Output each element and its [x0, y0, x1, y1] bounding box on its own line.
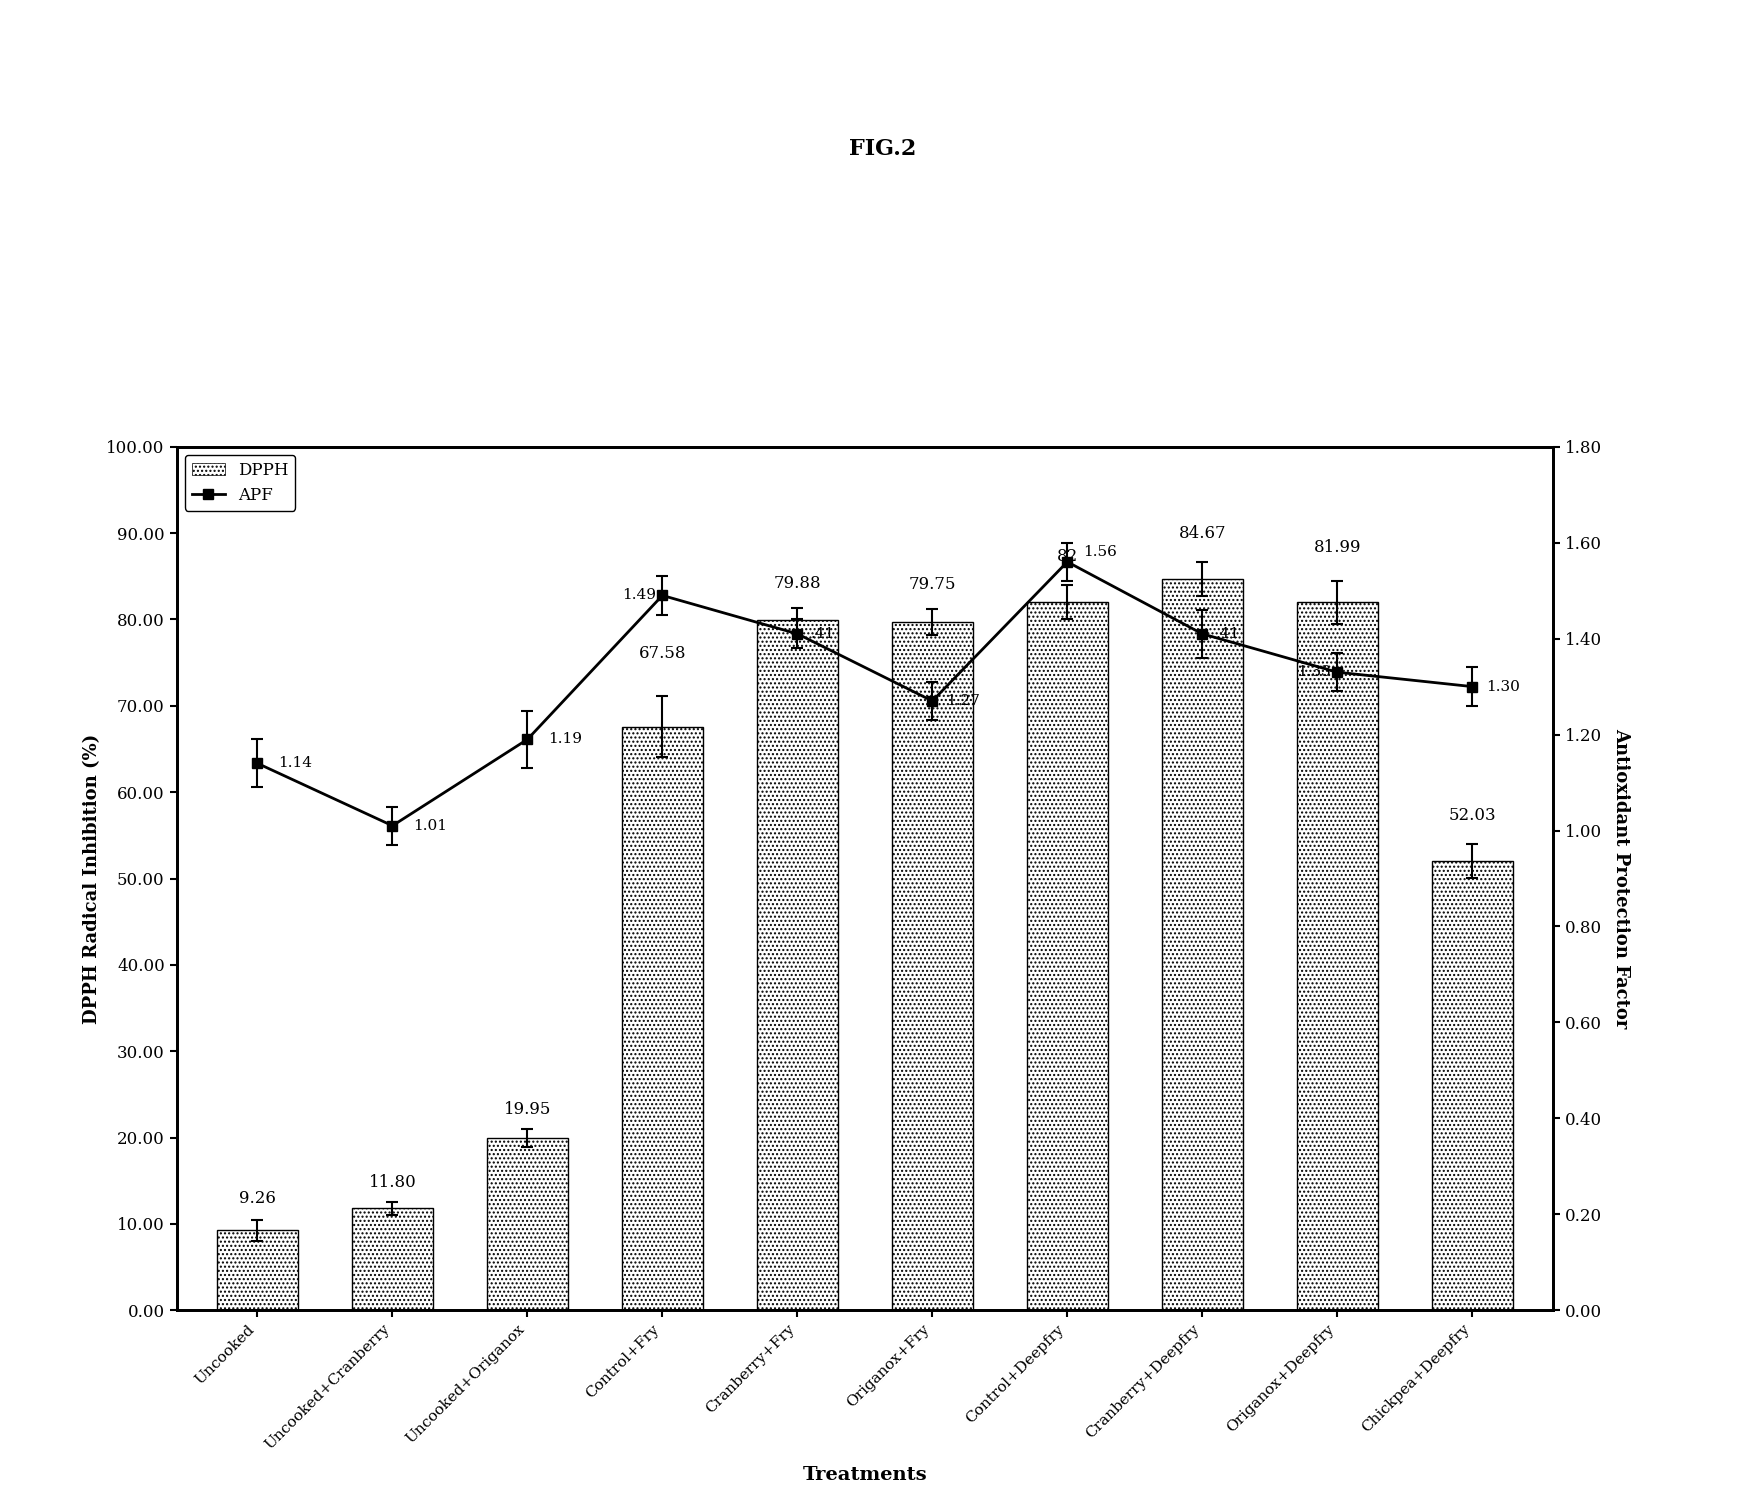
Text: 11.80: 11.80 [369, 1175, 416, 1191]
Text: 67.58: 67.58 [639, 645, 686, 663]
Bar [757, 621, 838, 1310]
Text: 1.30: 1.30 [1485, 679, 1519, 694]
Bar [1027, 602, 1108, 1310]
Text: 1.01: 1.01 [413, 819, 446, 832]
Text: .41: .41 [1215, 627, 1240, 640]
Legend: DPPH, APF: DPPH, APF [185, 456, 295, 511]
Bar [891, 621, 972, 1310]
Text: 81.99: 81.99 [1312, 539, 1360, 557]
Text: 79.75: 79.75 [908, 576, 956, 593]
Bar [621, 727, 702, 1310]
Text: FIG.2: FIG.2 [848, 138, 916, 159]
Text: 1.19: 1.19 [547, 733, 582, 746]
Text: 1.49: 1.49 [621, 588, 654, 603]
Text: 82: 82 [1057, 548, 1078, 564]
Text: 52.03: 52.03 [1448, 807, 1496, 823]
Bar [217, 1230, 298, 1310]
Bar [351, 1209, 432, 1310]
Y-axis label: DPPH Radical Inhibition (%): DPPH Radical Inhibition (%) [83, 734, 101, 1023]
Text: 1.14: 1.14 [277, 756, 312, 770]
X-axis label: Treatments: Treatments [803, 1467, 926, 1485]
Text: 1.56: 1.56 [1083, 545, 1117, 560]
Text: 79.88: 79.88 [773, 575, 820, 593]
Bar [487, 1138, 568, 1310]
Text: 19.95: 19.95 [503, 1102, 550, 1118]
Text: .41: .41 [810, 627, 834, 640]
Bar [1297, 602, 1378, 1310]
Bar [1431, 861, 1512, 1310]
Bar [1161, 579, 1242, 1310]
Y-axis label: Antioxidant Protection Factor: Antioxidant Protection Factor [1611, 728, 1628, 1029]
Text: 1.33: 1.33 [1297, 666, 1330, 679]
Text: 84.67: 84.67 [1178, 526, 1226, 542]
Text: 9.26: 9.26 [238, 1190, 275, 1208]
Text: 1.27: 1.27 [946, 694, 979, 707]
